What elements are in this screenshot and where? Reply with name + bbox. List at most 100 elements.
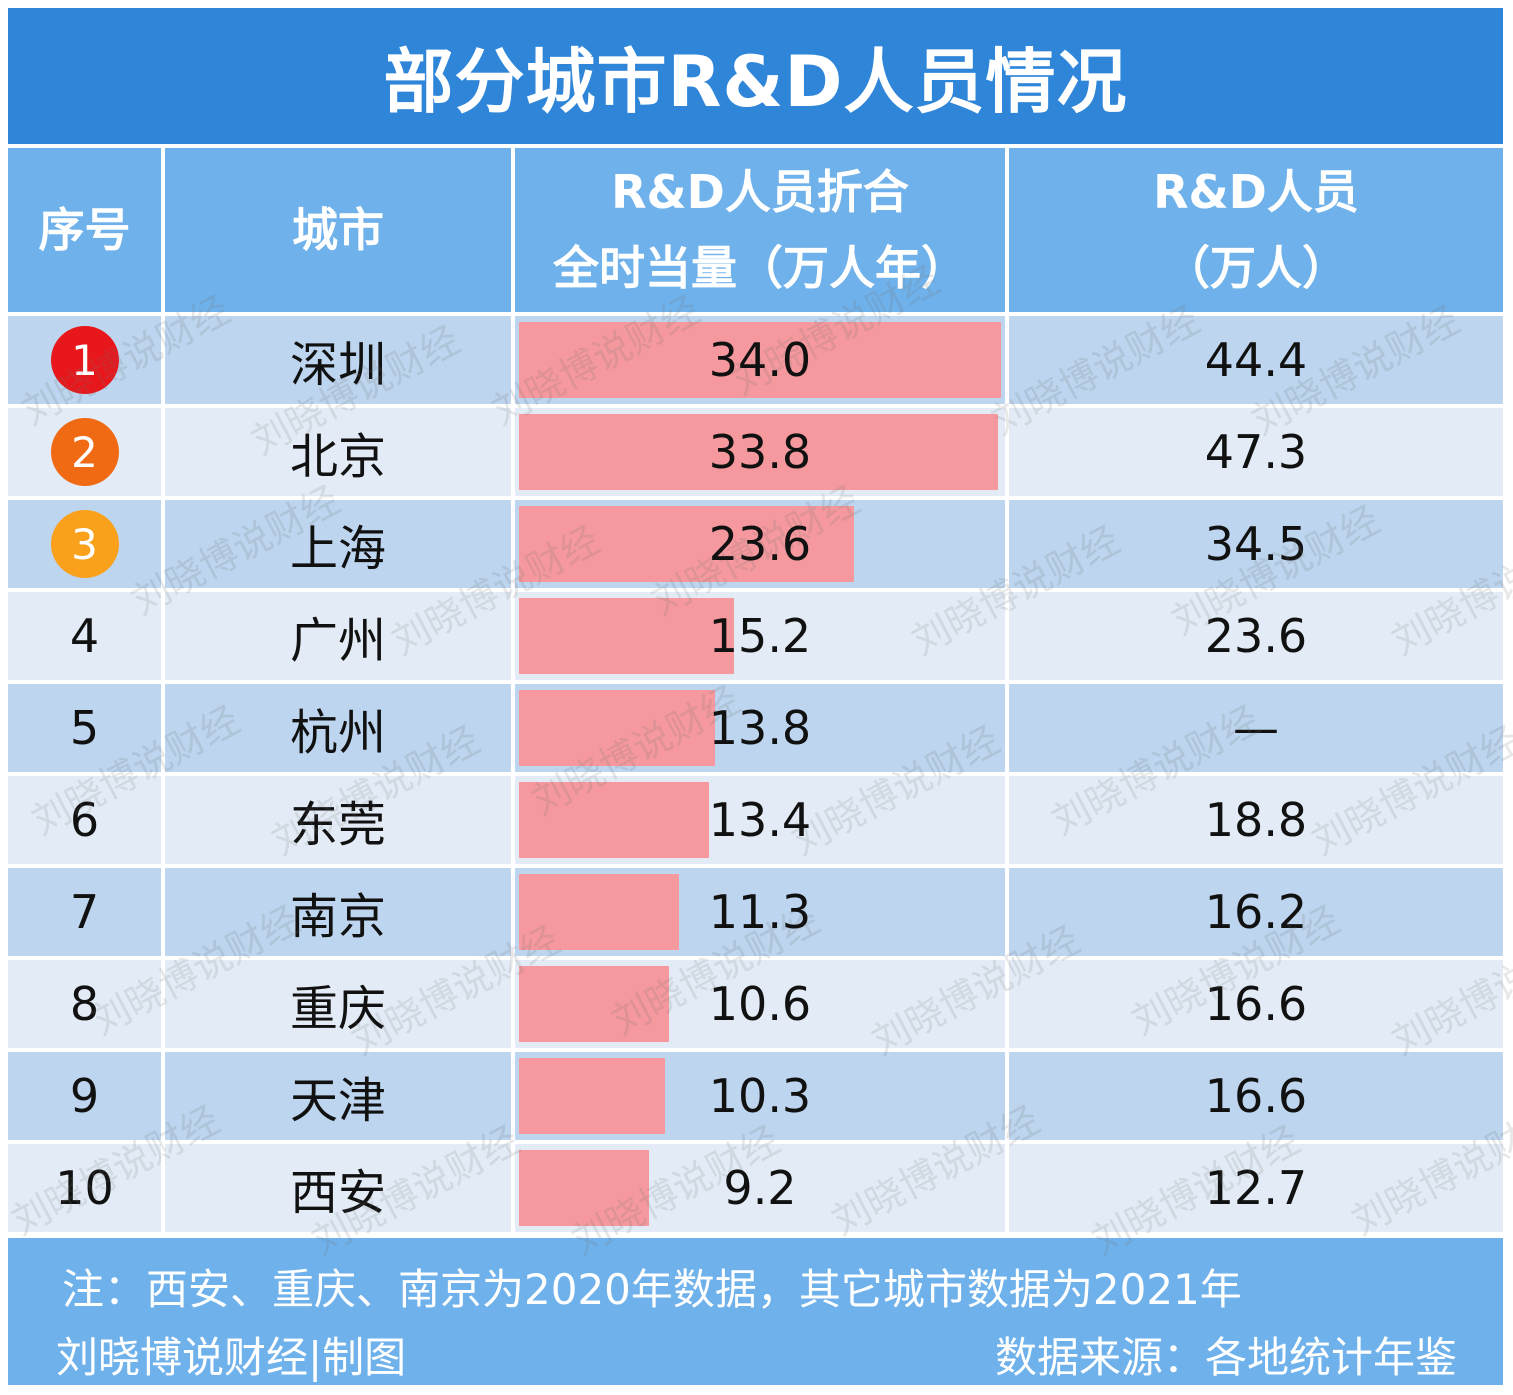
chart-frame: 部分城市R&D人员情况 序号 城市 R&D人员折合 全时当量（万人年） R&D人… <box>8 8 1503 1385</box>
fte-cell: 23.6 <box>515 500 1005 588</box>
rank-medal-3: 3 <box>50 510 119 578</box>
table-row: 2 北京 33.8 47.3 <box>8 408 1503 496</box>
city-name: 深圳 <box>289 337 386 393</box>
rank-cell: 10 <box>8 1144 161 1232</box>
city-cell: 上海 <box>165 500 511 588</box>
city-name: 北京 <box>289 429 386 485</box>
table-row: 7 南京 11.3 16.2 <box>8 868 1503 956</box>
rank-cell: 2 <box>8 408 161 496</box>
city-cell: 重庆 <box>165 960 511 1048</box>
city-name: 上海 <box>289 521 386 577</box>
city-cell: 广州 <box>165 592 511 680</box>
fte-cell: 15.2 <box>515 592 1005 680</box>
rank-cell: 4 <box>8 592 161 680</box>
city-name: 西安 <box>289 1165 386 1221</box>
staff-cell: 23.6 <box>1009 592 1503 680</box>
staff-value: 44.4 <box>1204 333 1308 387</box>
fte-value-label: 15.2 <box>708 609 812 663</box>
rank-number: 8 <box>69 977 100 1031</box>
fte-bar <box>519 966 669 1042</box>
rank-cell: 7 <box>8 868 161 956</box>
rank-cell: 6 <box>8 776 161 864</box>
city-cell: 西安 <box>165 1144 511 1232</box>
footer-credit: 刘晓博说财经|制图 <box>56 1333 407 1382</box>
staff-value: 18.8 <box>1204 793 1308 847</box>
rank-cell: 9 <box>8 1052 161 1140</box>
staff-cell: 18.8 <box>1009 776 1503 864</box>
rank-medal-1: 1 <box>50 326 119 394</box>
header-city-label: 城市 <box>292 203 384 257</box>
staff-value: 12.7 <box>1204 1161 1308 1215</box>
city-name: 重庆 <box>289 981 386 1037</box>
rank-number: 6 <box>69 793 100 847</box>
fte-value-label: 10.6 <box>708 977 812 1031</box>
city-name: 南京 <box>289 889 386 945</box>
fte-value-label: 10.3 <box>708 1069 812 1123</box>
staff-cell: 12.7 <box>1009 1144 1503 1232</box>
staff-value: 16.2 <box>1204 885 1308 939</box>
fte-value-label: 23.6 <box>708 517 812 571</box>
staff-cell: 44.4 <box>1009 316 1503 404</box>
table-row: 5 杭州 13.8 — <box>8 684 1503 772</box>
staff-value: 16.6 <box>1204 1069 1308 1123</box>
header-fte-line1: R&D人员折合 <box>611 165 909 219</box>
fte-bar <box>519 598 734 674</box>
fte-cell: 9.2 <box>515 1144 1005 1232</box>
fte-value-label: 33.8 <box>708 425 812 479</box>
header-rank-label: 序号 <box>38 203 131 257</box>
chart-title: 部分城市R&D人员情况 <box>8 8 1503 144</box>
fte-cell: 11.3 <box>515 868 1005 956</box>
staff-cell: 16.6 <box>1009 1052 1503 1140</box>
fte-bar <box>519 874 679 950</box>
city-name: 广州 <box>289 613 386 669</box>
fte-cell: 34.0 <box>515 316 1005 404</box>
footer-note: 注：西安、重庆、南京为2020年数据，其它城市数据为2021年 <box>62 1265 1242 1314</box>
header-staff-line2: （万人） <box>1164 241 1348 295</box>
fte-value-label: 9.2 <box>723 1161 797 1215</box>
city-name: 杭州 <box>289 705 386 761</box>
city-cell: 杭州 <box>165 684 511 772</box>
fte-bar <box>519 414 998 490</box>
staff-value: 16.6 <box>1204 977 1308 1031</box>
table-row: 3 上海 23.6 34.5 <box>8 500 1503 588</box>
staff-cell: 47.3 <box>1009 408 1503 496</box>
fte-cell: 33.8 <box>515 408 1005 496</box>
fte-value-label: 11.3 <box>708 885 812 939</box>
city-cell: 东莞 <box>165 776 511 864</box>
fte-cell: 10.3 <box>515 1052 1005 1140</box>
staff-value: 34.5 <box>1204 517 1308 571</box>
fte-bar <box>519 1058 665 1134</box>
staff-value: 47.3 <box>1204 425 1308 479</box>
fte-bar <box>519 782 709 858</box>
city-cell: 深圳 <box>165 316 511 404</box>
rank-cell: 8 <box>8 960 161 1048</box>
fte-bar <box>519 690 715 766</box>
header-fte-line2: 全时当量（万人年） <box>553 241 967 295</box>
rank-cell: 5 <box>8 684 161 772</box>
fte-bar <box>519 322 1001 398</box>
city-name: 天津 <box>289 1073 386 1129</box>
table-row: 1 深圳 34.0 44.4 <box>8 316 1503 404</box>
city-cell: 天津 <box>165 1052 511 1140</box>
table-row: 8 重庆 10.6 16.6 <box>8 960 1503 1048</box>
header-city: 城市 <box>165 148 511 312</box>
city-cell: 南京 <box>165 868 511 956</box>
rank-cell: 1 <box>8 316 161 404</box>
header-staff-line1: R&D人员 <box>1153 165 1359 219</box>
fte-bar <box>519 506 854 582</box>
table-row: 10 西安 9.2 12.7 <box>8 1144 1503 1232</box>
city-cell: 北京 <box>165 408 511 496</box>
header-rank: 序号 <box>8 148 161 312</box>
rank-number: 4 <box>69 609 100 663</box>
fte-cell: 10.6 <box>515 960 1005 1048</box>
fte-cell: 13.8 <box>515 684 1005 772</box>
table-row: 6 东莞 13.4 18.8 <box>8 776 1503 864</box>
staff-value: — <box>1233 701 1279 755</box>
rank-number: 5 <box>69 701 100 755</box>
data-table: 序号 城市 R&D人员折合 全时当量（万人年） R&D人员 （万人） 1 深圳 34… <box>8 148 1503 1240</box>
footer: 注：西安、重庆、南京为2020年数据，其它城市数据为2021年 刘晓博说财经|制… <box>8 1238 1503 1385</box>
rank-medal-2: 2 <box>50 418 119 486</box>
city-name: 东莞 <box>289 797 386 853</box>
staff-cell: 16.2 <box>1009 868 1503 956</box>
rank-number: 10 <box>55 1161 114 1215</box>
